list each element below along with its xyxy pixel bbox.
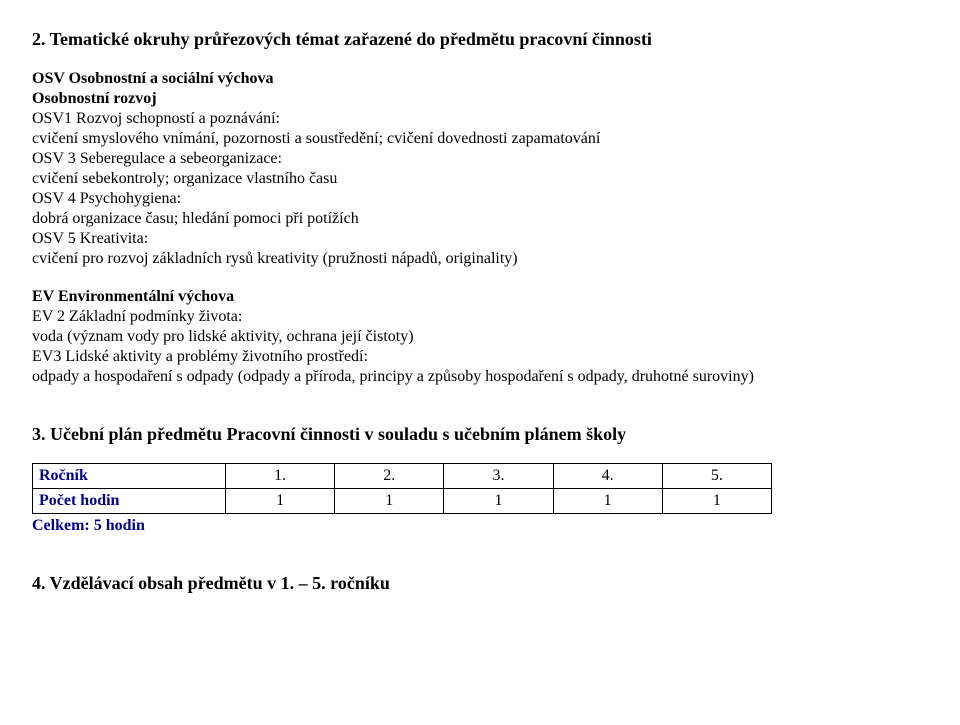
table-cell: 2. — [335, 464, 444, 489]
table-cell: 4. — [553, 464, 662, 489]
ev-item-text: odpady a hospodaření s odpady (odpady a … — [32, 367, 928, 387]
section-2-title: 2. Tematické okruhy průřezových témat za… — [32, 28, 928, 51]
ev-item-text: voda (význam vody pro lidské aktivity, o… — [32, 327, 928, 347]
row-label: Ročník — [33, 464, 226, 489]
ev-item-label: EV3 Lidské aktivity a problémy životního… — [32, 347, 928, 367]
table-row: Ročník 1. 2. 3. 4. 5. — [33, 464, 772, 489]
row-label: Počet hodin — [33, 489, 226, 514]
ev-block: EV Environmentální výchova EV 2 Základní… — [32, 287, 928, 387]
table-cell: 1 — [553, 489, 662, 514]
ev-heading: EV Environmentální výchova — [32, 287, 928, 307]
osv-sub: Osobnostní rozvoj — [32, 89, 928, 109]
osv-item-label: OSV 3 Seberegulace a sebeorganizace: — [32, 149, 928, 169]
table-cell: 1 — [226, 489, 335, 514]
osv-block: OSV Osobnostní a sociální výchova Osobno… — [32, 69, 928, 269]
table-cell: 1. — [226, 464, 335, 489]
table-cell: 3. — [444, 464, 553, 489]
osv-item-text: dobrá organizace času; hledání pomoci př… — [32, 209, 928, 229]
plan-total: Celkem: 5 hodin — [32, 516, 928, 536]
table-cell: 5. — [662, 464, 771, 489]
osv-item-label: OSV 4 Psychohygiena: — [32, 189, 928, 209]
osv-item-text: cvičení smyslového vnímání, pozornosti a… — [32, 129, 928, 149]
table-row: Počet hodin 1 1 1 1 1 — [33, 489, 772, 514]
osv-item-label: OSV1 Rozvoj schopností a poznávání: — [32, 109, 928, 129]
table-cell: 1 — [662, 489, 771, 514]
plan-table: Ročník 1. 2. 3. 4. 5. Počet hodin 1 1 1 … — [32, 463, 772, 514]
osv-heading: OSV Osobnostní a sociální výchova — [32, 69, 928, 89]
table-cell: 1 — [335, 489, 444, 514]
osv-item-text: cvičení pro rozvoj základních rysů kreat… — [32, 249, 928, 269]
osv-item-label: OSV 5 Kreativita: — [32, 229, 928, 249]
section-3-title: 3. Učební plán předmětu Pracovní činnost… — [32, 423, 928, 446]
section-4-title: 4. Vzdělávací obsah předmětu v 1. – 5. r… — [32, 572, 928, 595]
table-cell: 1 — [444, 489, 553, 514]
ev-item-label: EV 2 Základní podmínky života: — [32, 307, 928, 327]
osv-item-text: cvičení sebekontroly; organizace vlastní… — [32, 169, 928, 189]
